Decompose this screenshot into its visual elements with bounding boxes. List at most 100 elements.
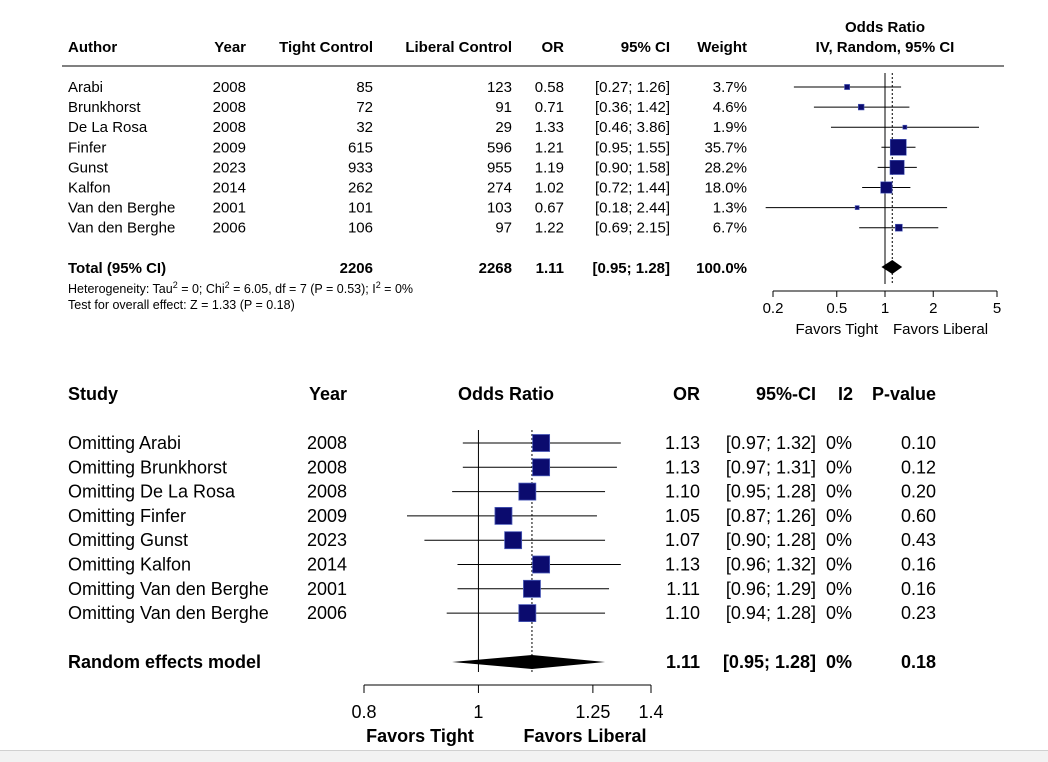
study-or: 0.58 <box>535 79 564 96</box>
study-ci: [0.95; 1.55] <box>595 139 670 156</box>
study-year: 2008 <box>213 119 246 136</box>
study-or: 1.05 <box>665 506 700 526</box>
study-or: 1.13 <box>665 433 700 453</box>
study-label: Omitting De La Rosa <box>68 482 236 502</box>
study-year: 2023 <box>213 159 246 176</box>
col-weight: Weight <box>697 39 747 56</box>
study-square <box>844 84 850 90</box>
study-pvalue: 0.23 <box>901 603 936 623</box>
x-tick-label: 0.2 <box>763 300 784 317</box>
forest-plot-bottom: Study Year Odds Ratio OR 95%-CI I2 P-value Omit… <box>68 384 936 746</box>
col-pvalue: P-value <box>872 384 936 404</box>
study-tight: 106 <box>348 220 373 237</box>
study-label: Omitting Brunkhorst <box>68 457 227 477</box>
total-or: 1.11 <box>536 260 564 277</box>
study-i2: 0% <box>826 457 852 477</box>
study-ci: [0.90; 1.58] <box>595 159 670 176</box>
study-author: Van den Berghe <box>68 220 175 237</box>
study-year: 2006 <box>307 603 347 623</box>
study-liberal: 103 <box>487 200 512 217</box>
study-weight: 18.0% <box>704 180 747 197</box>
pooled-diamond <box>452 655 606 669</box>
study-weight: 6.7% <box>713 220 747 237</box>
study-author: Finfer <box>68 139 106 156</box>
superscript: 2 <box>225 280 230 290</box>
study-ci: [0.69; 2.15] <box>595 220 670 237</box>
total-label: Total (95% CI) <box>68 260 166 277</box>
study-square <box>857 103 865 111</box>
x-tick-label: 1.4 <box>638 702 663 722</box>
study-year: 2001 <box>213 200 246 217</box>
study-ci: [0.96; 1.29] <box>726 579 816 599</box>
study-label: Omitting Finfer <box>68 506 186 526</box>
study-pvalue: 0.16 <box>901 579 936 599</box>
col-ci: 95% CI <box>621 39 670 56</box>
study-ci: [0.97; 1.32] <box>726 433 816 453</box>
col-author: Author <box>68 39 117 56</box>
col-or: OR <box>673 384 700 404</box>
total-ci: [0.95; 1.28] <box>723 652 816 672</box>
col-or: OR <box>542 39 565 56</box>
study-or: 0.67 <box>535 200 564 217</box>
study-square <box>880 181 893 194</box>
study-i2: 0% <box>826 603 852 623</box>
study-liberal: 274 <box>487 180 512 197</box>
study-or: 0.71 <box>535 99 564 116</box>
study-square <box>854 205 860 210</box>
study-year: 2009 <box>213 139 246 156</box>
study-square <box>532 434 551 452</box>
study-year: 2008 <box>213 79 246 96</box>
overall-effect-text: Test for overall effect: Z = 1.33 (P = 0… <box>68 298 295 312</box>
study-weight: 35.7% <box>704 139 747 156</box>
total-weight: 100.0% <box>696 260 747 277</box>
study-label: Omitting Van den Berghe <box>68 603 269 623</box>
study-year: 2001 <box>307 579 347 599</box>
study-i2: 0% <box>826 433 852 453</box>
study-i2: 0% <box>826 506 852 526</box>
study-pvalue: 0.43 <box>901 530 936 550</box>
study-liberal: 91 <box>495 99 512 116</box>
study-tight: 72 <box>356 99 373 116</box>
col-study: Study <box>68 384 118 404</box>
favors-liberal-label: Favors Liberal <box>893 321 988 338</box>
study-square <box>523 579 541 598</box>
col-i2: I2 <box>838 384 853 404</box>
col-year: Year <box>214 39 246 56</box>
study-square <box>532 555 551 574</box>
study-weight: 1.3% <box>713 200 747 217</box>
superscript: 2 <box>376 280 381 290</box>
pooled-diamond <box>881 260 903 274</box>
study-i2: 0% <box>826 579 852 599</box>
study-tight: 32 <box>356 119 373 136</box>
col-ci: 95%-CI <box>756 384 816 404</box>
study-author: De La Rosa <box>68 119 148 136</box>
study-year: 2008 <box>213 99 246 116</box>
study-or: 1.33 <box>535 119 564 136</box>
study-label: Omitting Van den Berghe <box>68 579 269 599</box>
study-weight: 4.6% <box>713 99 747 116</box>
x-tick-label: 0.5 <box>826 300 847 317</box>
plot-title-1: Odds Ratio <box>845 19 925 36</box>
study-pvalue: 0.10 <box>901 433 936 453</box>
total-tight: 2206 <box>340 260 373 277</box>
study-year: 2008 <box>307 482 347 502</box>
study-author: Gunst <box>68 159 109 176</box>
study-pvalue: 0.12 <box>901 457 936 477</box>
study-ci: [0.36; 1.42] <box>595 99 670 116</box>
study-i2: 0% <box>826 530 852 550</box>
plot-title-2: IV, Random, 95% CI <box>816 39 955 56</box>
study-square <box>902 124 908 130</box>
study-weight: 1.9% <box>713 119 747 136</box>
superscript: 2 <box>173 280 178 290</box>
heterogeneity-part: = 6.05, df = 7 (P = 0.53); I <box>230 282 376 296</box>
study-ci: [0.95; 1.28] <box>726 482 816 502</box>
heterogeneity-part: = 0% <box>381 282 413 296</box>
study-or: 1.19 <box>535 159 564 176</box>
study-ci: [0.46; 3.86] <box>595 119 670 136</box>
study-i2: 0% <box>826 555 852 575</box>
study-year: 2014 <box>213 180 246 197</box>
study-or: 1.07 <box>665 530 700 550</box>
x-tick-label: 1 <box>473 702 483 722</box>
study-label: Omitting Arabi <box>68 433 181 453</box>
study-square <box>518 604 537 623</box>
